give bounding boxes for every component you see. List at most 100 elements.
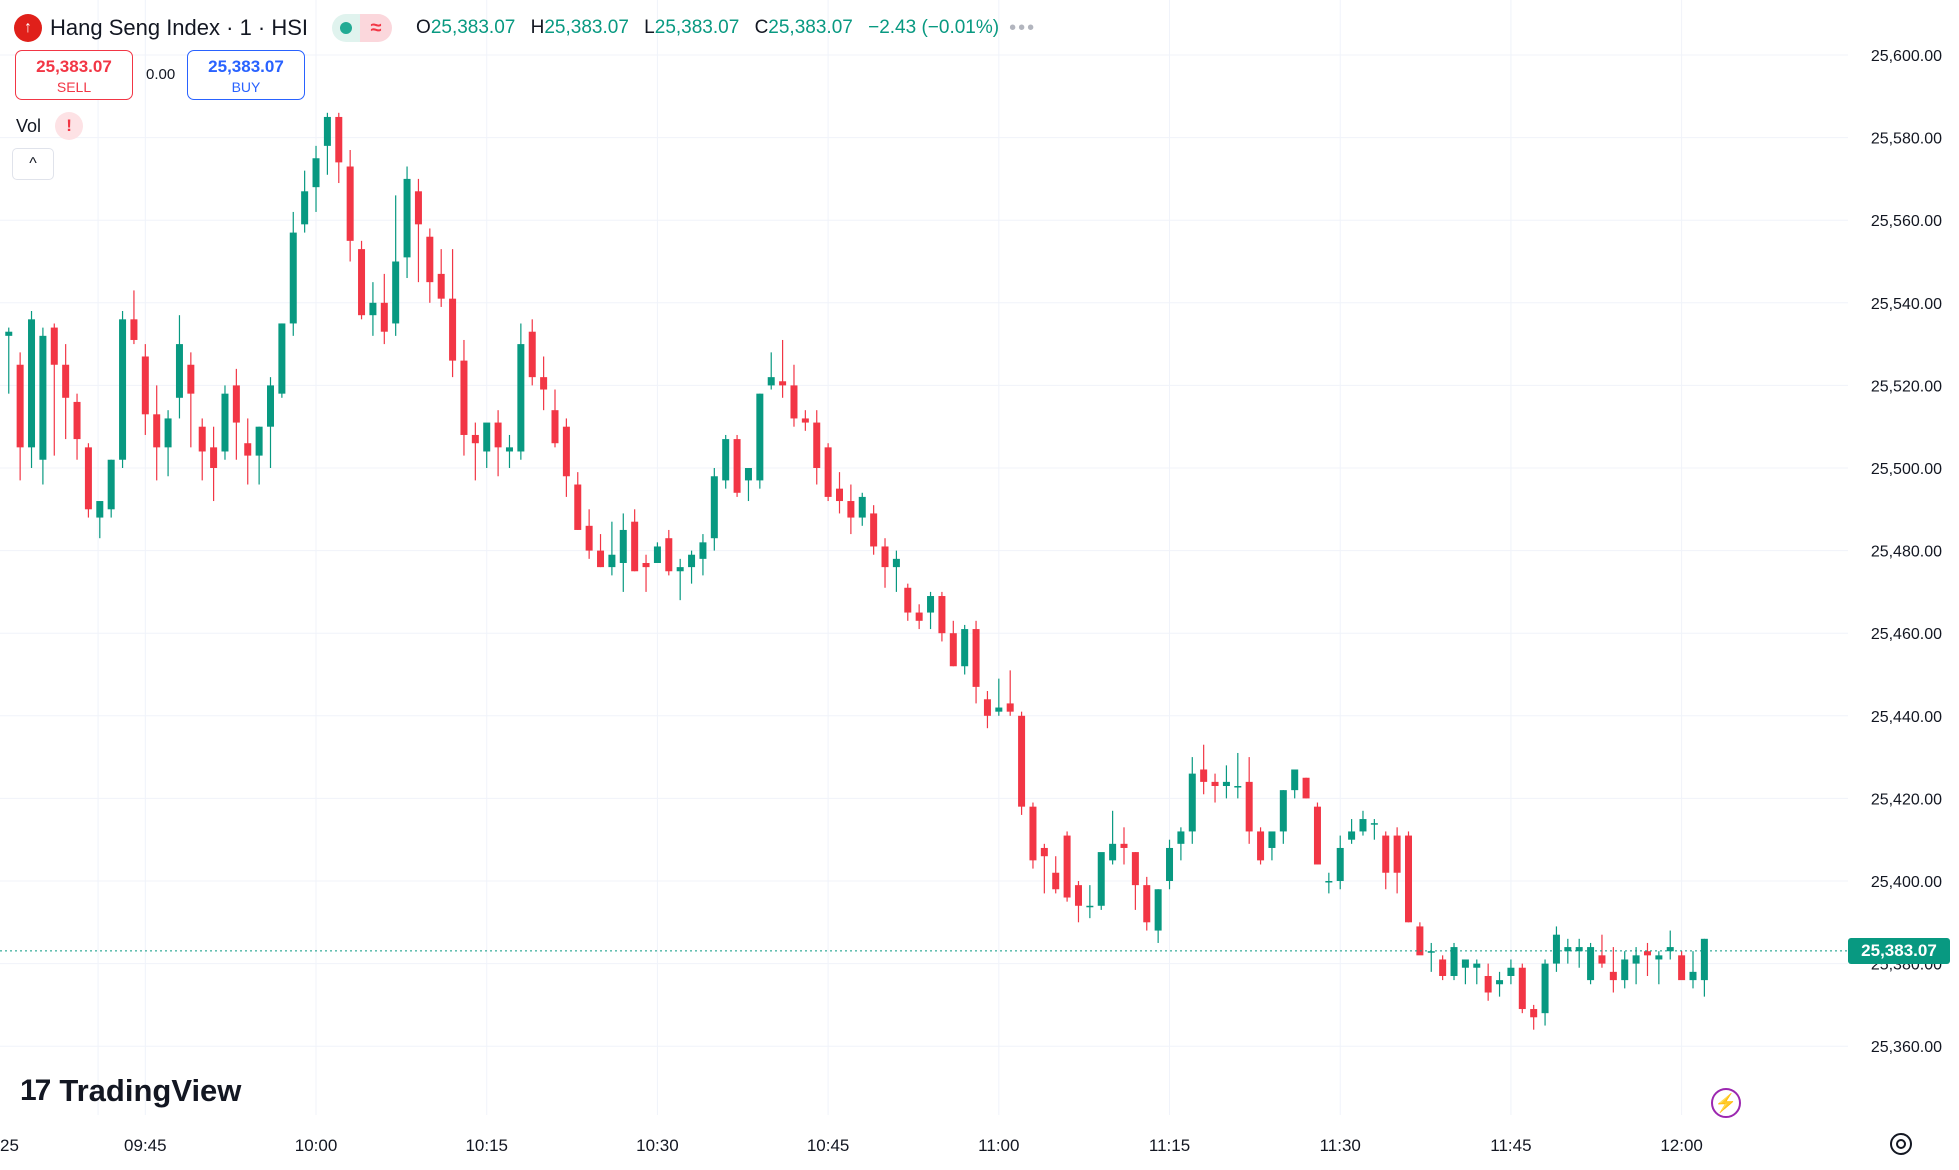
y-tick-label: 25,440.00 — [1871, 709, 1942, 726]
symbol-legend: ↑ Hang Seng Index · 1 · HSI ≈ O25,383.07… — [14, 10, 1036, 46]
candle-body — [710, 476, 718, 539]
candle-down — [1018, 711, 1026, 815]
collapse-indicators-button[interactable]: ^ — [12, 148, 54, 180]
candle-up — [1086, 885, 1094, 919]
volume-indicator[interactable]: Vol ! — [16, 112, 84, 140]
candle-body — [278, 323, 286, 394]
warning-icon[interactable]: ! — [55, 112, 84, 140]
candle-body — [1302, 777, 1310, 799]
buy-button[interactable]: 25,383.07 BUY — [187, 50, 305, 100]
candle-down — [16, 352, 24, 481]
time-axis[interactable]: 25 09:45 10:00 10:15 10:30 10:45 11:00 11:15 11:… — [0, 1136, 1703, 1155]
candle-down — [1518, 963, 1526, 1014]
candle-down — [540, 356, 548, 411]
candle-body — [1598, 955, 1606, 964]
candle-body — [1575, 947, 1583, 952]
candle-body — [1052, 872, 1060, 890]
candle-down — [1200, 744, 1208, 795]
candle-up — [39, 327, 47, 485]
high-label: H — [530, 17, 545, 38]
candle-body — [449, 298, 457, 361]
candle-up — [96, 501, 104, 539]
candle-down — [346, 149, 354, 262]
lightning-icon[interactable]: ⚡ — [1711, 1088, 1741, 1118]
candle-down — [1302, 777, 1310, 799]
candle-down — [460, 339, 468, 456]
candle-body — [1120, 843, 1128, 848]
candle-down — [494, 410, 502, 477]
candle-body — [961, 629, 969, 667]
candle-up — [653, 542, 661, 563]
candle-body — [107, 459, 115, 510]
candle-body — [1621, 959, 1629, 981]
candle-down — [574, 472, 582, 530]
candle-body — [1018, 715, 1026, 807]
candle-up — [517, 323, 525, 460]
tradingview-logo[interactable]: 17 TradingView — [20, 1073, 241, 1109]
sell-button[interactable]: 25,383.07 SELL — [15, 50, 133, 100]
candle-body — [1188, 773, 1196, 832]
candle-body — [96, 501, 104, 518]
low-label: L — [644, 17, 655, 38]
candle-body — [1097, 852, 1105, 906]
candle-body — [1689, 971, 1697, 981]
candles — [5, 112, 1708, 1030]
candle-up — [369, 282, 377, 336]
x-tick-label: 11:15 — [1149, 1136, 1190, 1155]
candle-body — [1473, 963, 1481, 968]
symbol-title[interactable]: Hang Seng Index · 1 · HSI — [50, 15, 309, 40]
y-tick-label: 25,540.00 — [1871, 296, 1942, 313]
candle-up — [1461, 959, 1469, 985]
candle-body — [1268, 831, 1276, 848]
candle-body — [1632, 955, 1640, 964]
candle-down — [597, 534, 605, 568]
sell-label: SELL — [56, 79, 92, 95]
candle-body — [1439, 959, 1447, 976]
candle-body — [392, 261, 400, 324]
market-status-pill[interactable]: ≈ — [332, 14, 393, 42]
candle-body — [813, 422, 821, 468]
candle-up — [483, 422, 491, 468]
y-tick-label: 25,500.00 — [1871, 461, 1942, 478]
candle-body — [1313, 806, 1321, 865]
candle-body — [84, 447, 92, 510]
candle-body — [1587, 947, 1595, 981]
sell-price: 25,383.07 — [36, 57, 112, 76]
close-value: 25,383.07 — [768, 17, 853, 38]
candle-body — [1109, 843, 1117, 861]
candle-down — [801, 410, 809, 431]
candle-up — [403, 166, 411, 279]
candle-up — [1325, 872, 1333, 894]
candle-body — [801, 418, 809, 423]
candle-down — [449, 249, 457, 378]
price-axis[interactable]: 25,600.00 25,580.00 25,560.00 25,540.00 25,5… — [1871, 48, 1942, 1056]
candle-down — [836, 472, 843, 514]
candle-body — [676, 567, 684, 572]
candle-body — [130, 319, 138, 340]
candle-down — [62, 344, 70, 440]
candle-up — [1632, 947, 1640, 985]
more-options-icon[interactable]: ••• — [1009, 16, 1037, 39]
candle-body — [1336, 847, 1344, 881]
tradingview-mark-icon: 17 — [20, 1074, 51, 1107]
candle-body — [688, 554, 696, 568]
candle-body — [1029, 806, 1037, 861]
candle-up — [1154, 889, 1162, 943]
candle-down — [358, 240, 366, 320]
candle-body — [323, 116, 331, 146]
chart-settings-icon[interactable] — [1890, 1133, 1912, 1155]
x-tick-label: 11:45 — [1490, 1136, 1531, 1155]
candle-down — [1678, 951, 1686, 981]
candle-body — [28, 319, 36, 448]
candle-down — [915, 604, 923, 630]
candle-up — [892, 550, 900, 592]
candle-body — [1370, 823, 1378, 825]
candle-body — [460, 360, 468, 435]
candle-body — [1609, 971, 1617, 981]
candle-up — [619, 513, 627, 592]
delayed-data-icon: ≈ — [360, 14, 393, 42]
candle-down — [414, 178, 422, 283]
candle-up — [1234, 752, 1242, 799]
candle-body — [483, 422, 491, 452]
